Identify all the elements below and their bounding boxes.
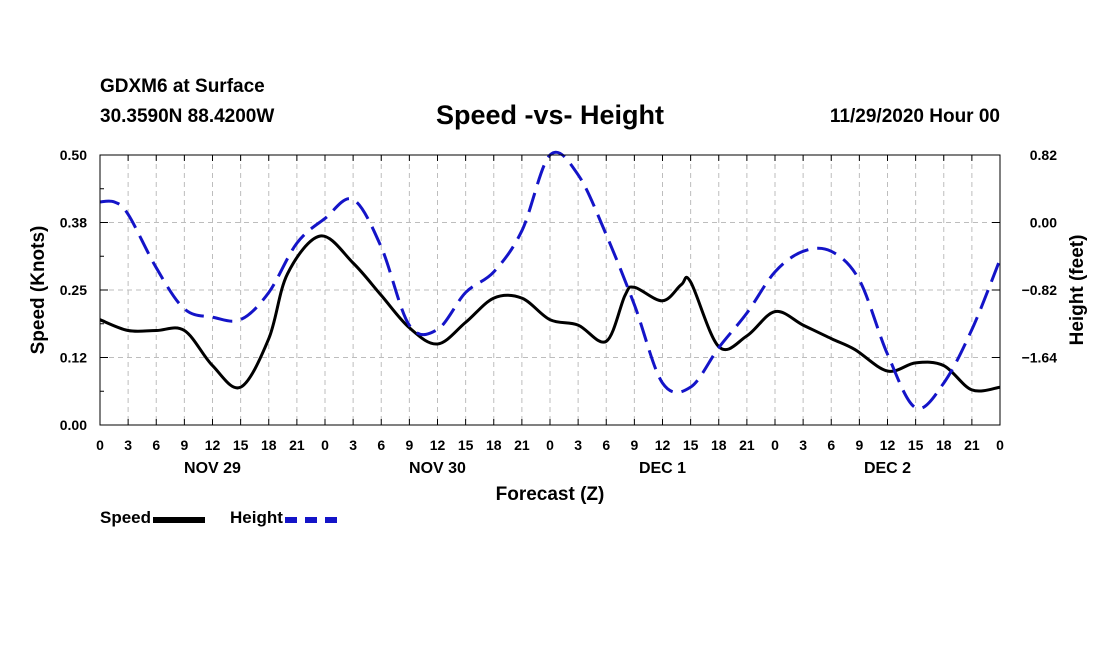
legend-height-label: Height — [230, 508, 283, 527]
series-line-speed — [99, 234, 1001, 393]
x-tick-label: 3 — [574, 437, 582, 453]
coordinates-label: 30.3590N 88.4200W — [100, 106, 275, 127]
y2-tick-label: 0.82 — [1030, 147, 1057, 163]
x-tick-label: 18 — [711, 437, 727, 453]
x-tick-label: 3 — [799, 437, 807, 453]
date-label: DEC 2 — [864, 460, 911, 477]
y2-tick-label: 0.00 — [1030, 215, 1057, 231]
legend-height: Height — [230, 508, 337, 528]
x-tick-label: 0 — [96, 437, 104, 453]
x-tick-label: 9 — [180, 437, 188, 453]
x-tick-label: 9 — [855, 437, 863, 453]
y-axis-label: Speed (Knots) — [28, 226, 49, 355]
x-tick-label: 0 — [996, 437, 1004, 453]
x-axis-label: Forecast (Z) — [496, 484, 605, 505]
y2-tick-label: −0.82 — [1022, 282, 1058, 298]
x-tick-label: 15 — [683, 437, 699, 453]
x-tick-label: 12 — [430, 437, 446, 453]
y-tick-label: 0.12 — [60, 350, 87, 366]
x-tick-label: 18 — [936, 437, 952, 453]
legend-speed-label: Speed — [100, 508, 152, 527]
chart-title: Speed -vs- Height — [435, 100, 665, 130]
x-tick-label: 21 — [739, 437, 755, 453]
series-line-height — [99, 150, 1002, 411]
date-stamp: 11/29/2020 Hour 00 — [829, 106, 1000, 127]
x-tick-label: 0 — [546, 437, 554, 453]
x-tick-label: 18 — [261, 437, 277, 453]
x-tick-label: 3 — [349, 437, 357, 453]
y-tick-label: 0.00 — [60, 417, 87, 433]
x-tick-label: 9 — [630, 437, 638, 453]
x-tick-label: 21 — [514, 437, 530, 453]
station-label: GDXM6 at Surface — [100, 76, 265, 97]
x-tick-label: 12 — [205, 437, 221, 453]
x-tick-label: 18 — [486, 437, 502, 453]
y2-tick-label: −1.64 — [1022, 350, 1058, 366]
legend-speed-swatch — [153, 517, 206, 523]
legend-speed: Speed — [100, 508, 206, 528]
date-label: DEC 1 — [639, 460, 686, 477]
x-tick-label: 6 — [827, 437, 835, 453]
legend-height-swatch — [284, 517, 337, 523]
x-tick-label: 15 — [233, 437, 249, 453]
x-tick-label: 0 — [771, 437, 779, 453]
y-tick-label: 0.25 — [60, 282, 87, 298]
date-label: NOV 30 — [409, 460, 466, 477]
y2-axis-label: Height (feet) — [1067, 235, 1088, 346]
x-tick-label: 9 — [405, 437, 413, 453]
x-tick-label: 15 — [908, 437, 924, 453]
x-tick-label: 21 — [964, 437, 980, 453]
y-tick-label: 0.38 — [60, 215, 87, 231]
x-tick-label: 0 — [321, 437, 329, 453]
x-tick-label: 6 — [152, 437, 160, 453]
y-tick-label: 0.50 — [60, 147, 87, 163]
x-tick-label: 6 — [602, 437, 610, 453]
x-tick-label: 6 — [377, 437, 385, 453]
x-tick-label: 21 — [289, 437, 305, 453]
date-label: NOV 29 — [184, 460, 241, 477]
x-tick-label: 3 — [124, 437, 132, 453]
x-tick-label: 12 — [880, 437, 896, 453]
x-tick-label: 15 — [458, 437, 474, 453]
x-tick-label: 12 — [655, 437, 671, 453]
